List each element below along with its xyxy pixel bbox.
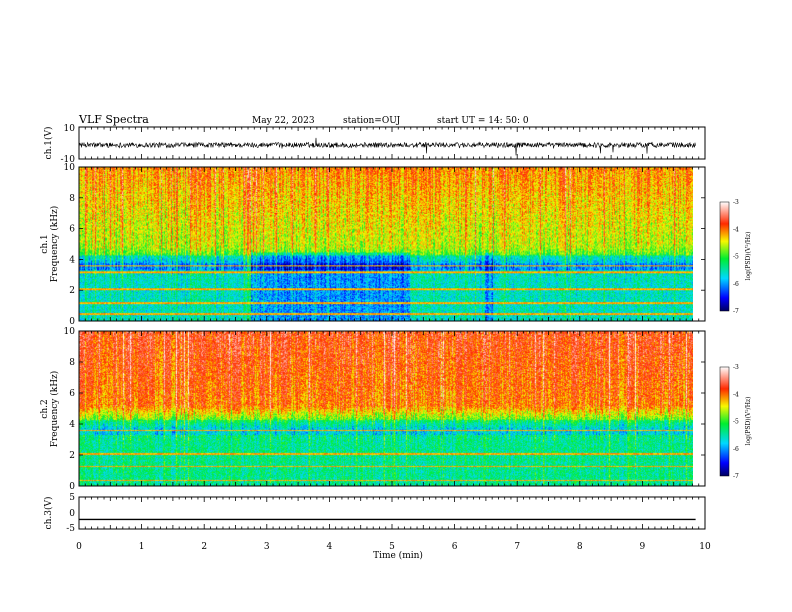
ch1-spectrogram-channel-label: ch.1 [40,234,50,253]
ch1-spectrogram-ylabel: Frequency (kHz) [49,206,60,283]
x-tick-label: 7 [514,542,520,552]
ch1-waveform-ylabel: ch.1(V) [43,127,54,160]
ch2-spectrogram-yticks: 0 2 4 6 8 10 [64,327,705,492]
x-tick-label: 8 [577,542,583,552]
date-label: May 22, 2023 [252,116,315,126]
x-tick-label: 10 [699,542,711,552]
axis-ticks [78,127,706,529]
ch1-colorbar-label: log(PSD)(V²/Hz) [745,232,752,281]
ch3-ytick-bottom: -5 [66,524,75,534]
frequency-tick-label: 4 [69,255,75,265]
ch2-spectrogram-heatmap [79,331,693,486]
ch1-ytick-bottom: -10 [61,155,76,165]
x-tick-label: 4 [327,542,333,552]
frequency-tick-label: 4 [69,420,75,430]
x-tick-labels: 0 1 2 3 4 5 6 7 8 9 10 [76,542,711,552]
ch2-colorbar-label: log(PSD)(V²/Hz) [745,397,752,446]
colorbar-tick-label: -4 [733,391,739,398]
colorbar-tick-label: -3 [733,199,739,206]
colorbar-tick-label: -5 [733,419,739,426]
frequency-tick-label: 0 [69,482,75,492]
frequency-tick-label: 6 [69,225,75,235]
ch3-waveform-ylabel: ch.3(V) [43,497,54,530]
colorbar-tick-label: -6 [733,281,739,288]
ch1-spectrogram-heatmap [79,167,693,321]
x-tick-label: 6 [452,542,458,552]
station-label: station=OUJ [343,116,401,126]
ch1-waveform-trace [78,137,696,156]
colorbar-tick-label: -7 [733,473,739,480]
frequency-tick-label: 6 [69,389,75,399]
x-tick-label: 2 [201,542,207,552]
ch1-colorbar-ticks: -3 -4 -5 -6 -7 [733,199,739,315]
ch3-ytick-top: 5 [69,493,75,503]
ch1-colorbar [719,201,730,312]
x-tick-label: 9 [640,542,646,552]
frequency-tick-label: 10 [64,327,76,337]
x-tick-label: 0 [76,542,82,552]
ch2-spectrogram-ylabel: Frequency (kHz) [49,371,60,448]
x-tick-label: 3 [264,542,270,552]
x-axis-label: Time (min) [373,550,423,561]
ch1-spectrogram-yticks: 0 2 4 6 8 10 [64,163,705,327]
frequency-tick-label: 0 [69,317,75,327]
frequency-tick-label: 10 [64,163,76,173]
frequency-tick-label: 8 [69,194,75,204]
x-tick-label: 5 [389,542,395,552]
ch2-spectrogram-channel-label: ch.2 [40,399,50,418]
start-time-label: start UT = 14: 50: 0 [437,116,529,126]
ch1-ytick-top: 10 [64,124,76,134]
colorbar-tick-label: -4 [733,226,739,233]
ch2-colorbar-ticks: -3 -4 -5 -6 -7 [733,364,739,480]
frequency-tick-label: 8 [69,358,75,368]
colorbar-tick-label: -7 [733,308,739,315]
ch3-ytick-middle: 0 [69,509,75,519]
colorbar-tick-label: -5 [733,254,739,261]
colorbar-tick-label: -6 [733,446,739,453]
frequency-tick-label: 2 [69,451,75,461]
colorbar-tick-label: -3 [733,364,739,371]
ch2-colorbar [719,366,730,477]
chart-title: VLF Spectra [78,113,149,126]
x-tick-label: 1 [139,542,145,552]
frequency-tick-label: 2 [69,286,75,296]
